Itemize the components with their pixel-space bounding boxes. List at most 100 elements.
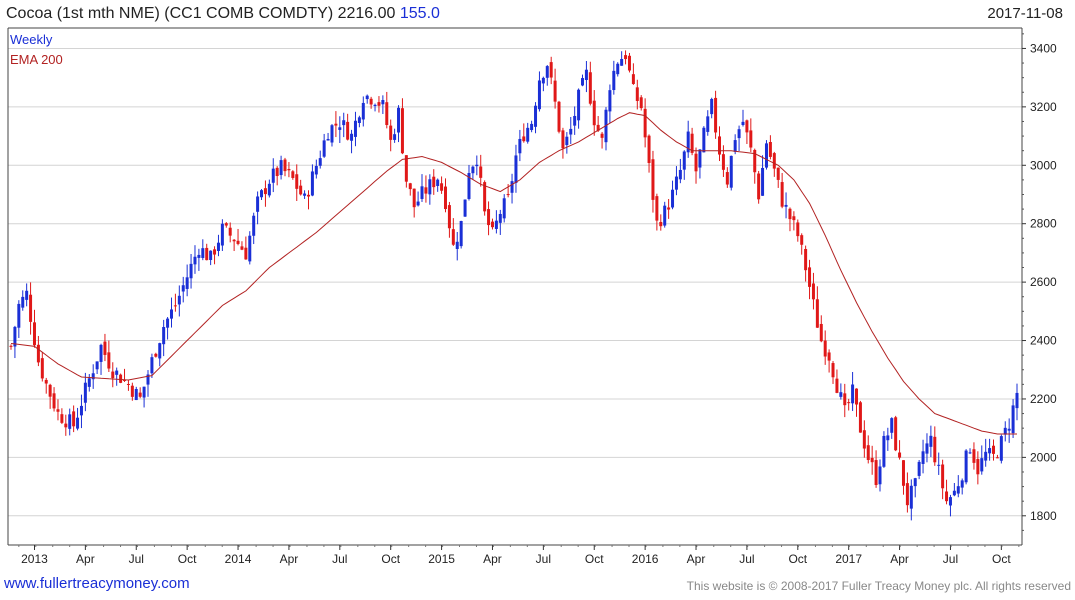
candle xyxy=(220,219,224,251)
candle xyxy=(404,155,408,188)
ema-200-line xyxy=(10,112,1017,435)
candle-body xyxy=(737,129,741,139)
candle-body xyxy=(886,435,890,441)
x-tick-label: Oct xyxy=(788,552,807,566)
x-tick-label: 2017 xyxy=(835,552,862,566)
candle-body xyxy=(620,58,624,66)
candle-body xyxy=(835,378,839,393)
candle-body xyxy=(663,205,667,226)
candle-body xyxy=(678,169,682,180)
candle-body xyxy=(68,414,72,429)
candle xyxy=(831,361,835,384)
grid-lines xyxy=(8,47,1022,517)
candle xyxy=(510,173,514,204)
candle xyxy=(169,297,173,328)
candle-body xyxy=(514,155,518,183)
candle xyxy=(600,131,604,149)
candle-body xyxy=(502,198,506,219)
candle-body xyxy=(674,176,678,190)
candle-body xyxy=(1011,405,1015,434)
candle-body xyxy=(925,443,929,454)
candle xyxy=(385,91,389,129)
candle-body xyxy=(952,490,956,496)
candle-body xyxy=(381,100,385,105)
candle xyxy=(561,127,565,159)
candle-body xyxy=(326,138,330,141)
candle xyxy=(714,90,718,139)
candle xyxy=(960,478,964,495)
candle xyxy=(584,60,588,93)
candle xyxy=(185,264,189,297)
candle-body xyxy=(761,167,765,196)
candle xyxy=(443,178,447,213)
candle-body xyxy=(416,201,420,206)
candle xyxy=(862,420,866,458)
candle-body xyxy=(651,159,655,200)
y-tick-label: 3400 xyxy=(1030,41,1057,55)
candle-body xyxy=(193,256,197,265)
candle xyxy=(616,62,620,77)
candle xyxy=(874,450,878,488)
candle-body xyxy=(686,131,690,153)
candle-body xyxy=(197,254,201,258)
candle-body xyxy=(107,352,111,369)
candle-body xyxy=(1003,427,1007,435)
candle-body xyxy=(494,220,498,229)
candle-body xyxy=(377,102,381,106)
candle xyxy=(952,483,956,497)
candle-body xyxy=(702,127,706,153)
candle-body xyxy=(772,153,776,169)
candle-body xyxy=(361,102,365,120)
y-tick-label: 3200 xyxy=(1030,100,1057,114)
candle xyxy=(545,65,549,86)
website-link[interactable]: www.fullertreacymoney.com xyxy=(4,575,190,592)
candle xyxy=(631,63,635,85)
candle xyxy=(972,442,976,470)
candle xyxy=(463,199,467,217)
candle xyxy=(514,144,518,193)
candle xyxy=(361,96,365,127)
candle-body xyxy=(169,309,173,319)
candle-body xyxy=(682,151,686,170)
candle xyxy=(992,439,996,461)
candle-body xyxy=(729,155,733,188)
candle xyxy=(95,361,99,375)
candle-body xyxy=(584,69,588,80)
candle xyxy=(306,190,310,210)
candle-body xyxy=(440,183,444,191)
candle xyxy=(929,425,933,458)
candle-body xyxy=(933,436,937,463)
candle-body xyxy=(534,105,538,127)
candle-body xyxy=(690,133,694,153)
candle xyxy=(32,309,36,348)
candle xyxy=(130,382,134,401)
candle-body xyxy=(827,352,831,361)
candle xyxy=(72,405,76,433)
candle-body xyxy=(21,296,25,308)
candle-body xyxy=(467,172,471,199)
candle xyxy=(173,293,177,312)
candle-body xyxy=(753,149,757,173)
candle-body xyxy=(890,418,894,433)
candle-body xyxy=(287,168,291,171)
candle xyxy=(209,250,213,266)
candle-body xyxy=(659,221,663,227)
candle xyxy=(490,218,494,230)
candle xyxy=(271,158,275,193)
candle xyxy=(537,71,541,112)
candle-body xyxy=(256,196,260,212)
candle-body xyxy=(36,344,40,363)
candle xyxy=(483,180,487,216)
candle xyxy=(303,190,307,199)
candle xyxy=(565,132,569,154)
candle xyxy=(377,96,381,113)
candle xyxy=(721,145,725,177)
candle-body xyxy=(479,166,483,178)
candle-body xyxy=(956,486,960,494)
candle-body xyxy=(111,371,115,379)
candle xyxy=(60,408,64,425)
candle-body xyxy=(921,451,925,464)
candle xyxy=(718,126,722,162)
candle xyxy=(1007,418,1011,443)
candle xyxy=(988,438,992,461)
